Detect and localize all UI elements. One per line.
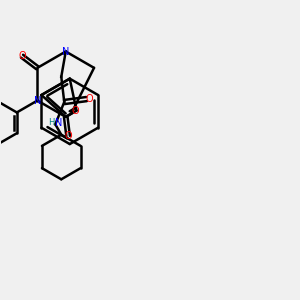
- Text: N: N: [62, 46, 69, 56]
- Text: O: O: [64, 131, 72, 141]
- Text: N: N: [55, 118, 63, 128]
- Text: O: O: [71, 106, 79, 116]
- Text: H: H: [48, 118, 54, 127]
- Text: O: O: [86, 94, 93, 104]
- Text: O: O: [18, 51, 26, 61]
- Text: N: N: [34, 95, 41, 106]
